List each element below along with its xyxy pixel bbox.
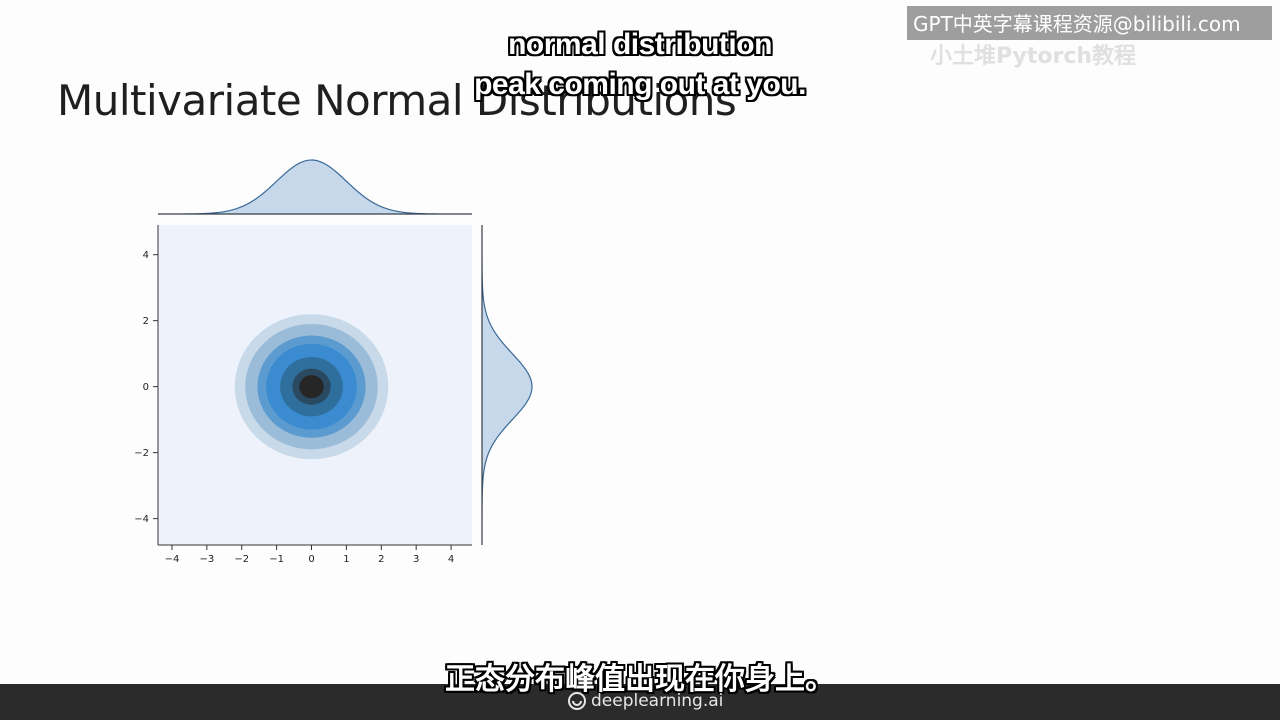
subtitle-english-line-1: normal distribution	[508, 28, 772, 61]
x-tick-label: 1	[343, 554, 349, 565]
contour-level-7	[299, 375, 324, 399]
subtitle-chinese: 正态分布峰值出现在你身上。	[445, 662, 835, 697]
x-tick-label: −3	[199, 554, 214, 565]
watermark-background	[907, 6, 1272, 40]
x-tick-label: 3	[413, 554, 419, 565]
watermark-subtext: 小土堆Pytorch教程	[930, 44, 1137, 69]
subtitle-english-line-2: peak coming out at you.	[474, 68, 806, 101]
y-tick-label: 0	[143, 382, 149, 393]
top-marginal-density	[158, 159, 472, 215]
x-tick-label: −4	[165, 554, 180, 565]
joint-kde-plot: −4 −3 −2 −1 0 1 2 3 4 4 2 0 −2 −4	[134, 159, 533, 565]
x-tick-label: 4	[448, 554, 454, 565]
slide-canvas: Multivariate Normal Distributions −4 −3 −2…	[57, 76, 737, 565]
x-tick-label: 2	[378, 554, 384, 565]
x-tick-label: 0	[308, 554, 314, 565]
y-tick-label: 2	[143, 316, 149, 327]
watermark-text: GPT中英字幕课程资源@bilibili.com	[913, 12, 1241, 36]
y-tick-label: −4	[134, 514, 149, 525]
y-tick-label: −2	[134, 448, 149, 459]
y-tick-label: 4	[143, 250, 149, 261]
right-marginal-density	[481, 225, 533, 545]
footer-brand-text: deeplearning.ai	[591, 691, 724, 711]
slide-title: Multivariate Normal Distributions	[57, 76, 737, 125]
x-tick-label: −1	[269, 554, 284, 565]
deeplearning-logo-icon	[568, 692, 586, 710]
footer-bar	[0, 684, 1280, 720]
x-tick-label: −2	[234, 554, 249, 565]
